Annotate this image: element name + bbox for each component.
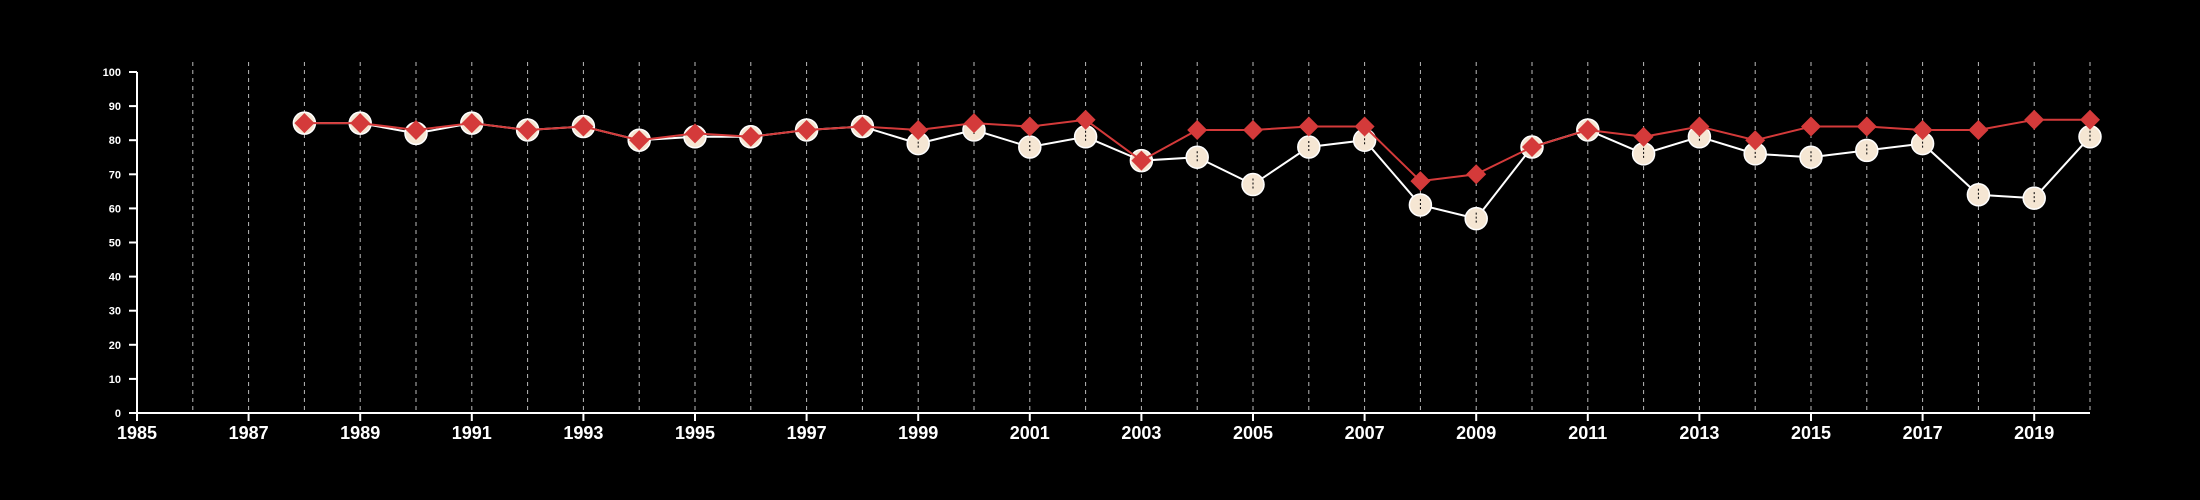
- data-point-diamond: [517, 119, 538, 140]
- data-point-diamond: [1019, 116, 1040, 137]
- x-tick-label: 2011: [1568, 423, 1607, 443]
- data-point-diamond: [1187, 119, 1208, 140]
- x-tick-label: 1991: [452, 423, 492, 443]
- data-point-diamond: [685, 123, 705, 144]
- y-tick-label: 0: [115, 408, 121, 420]
- x-tick-label: 1995: [675, 423, 715, 443]
- x-tick-label: 1999: [898, 423, 938, 443]
- data-point-diamond: [1410, 171, 1431, 192]
- data-point-diamond: [852, 116, 873, 137]
- data-point-diamond: [1801, 116, 1821, 137]
- x-tick-label: 2003: [1121, 423, 1161, 443]
- y-tick-label: 80: [109, 135, 121, 147]
- y-tick-label: 20: [109, 340, 121, 352]
- data-point-diamond: [2080, 109, 2100, 130]
- x-tick-label: 1997: [787, 423, 827, 443]
- axes: 0 10 20 30 40 50 60 70 80 90 100 1985 1987 1989 1991 19…: [103, 67, 2090, 443]
- data-point-diamond: [461, 113, 482, 134]
- data-point-diamond: [1577, 119, 1598, 140]
- data-point-diamond: [1131, 150, 1152, 171]
- data-point-diamond: [2024, 109, 2045, 130]
- data-point-diamond: [796, 119, 817, 140]
- data-point-diamond: [1522, 137, 1542, 158]
- y-tick-label: 50: [109, 238, 121, 250]
- y-tick-label: 70: [109, 169, 121, 181]
- data-point-diamond: [908, 119, 929, 140]
- data-point-diamond: [1633, 126, 1654, 147]
- x-tick-label: 2017: [1903, 423, 1943, 443]
- x-tick-label: 2019: [2014, 423, 2054, 443]
- data-point-diamond: [350, 113, 371, 134]
- x-tick-label: 2013: [1679, 423, 1719, 443]
- series-2: [294, 109, 2100, 192]
- data-point-diamond: [1689, 116, 1710, 137]
- data-point-diamond: [573, 116, 594, 137]
- data-point-diamond: [629, 130, 650, 151]
- y-tick-label: 10: [109, 374, 121, 386]
- data-point-diamond: [1968, 119, 1989, 140]
- y-tick-label: 90: [109, 101, 121, 113]
- x-tick-label: 2001: [1010, 423, 1050, 443]
- y-tick-label: 30: [109, 306, 121, 318]
- data-point-diamond: [1298, 116, 1319, 137]
- y-tick-label: 40: [109, 272, 121, 284]
- x-tick-label: 2015: [1791, 423, 1831, 443]
- y-tick-label: 60: [109, 203, 121, 215]
- x-tick-label: 2007: [1345, 423, 1385, 443]
- data-point-diamond: [1354, 116, 1375, 137]
- x-tick-label: 2005: [1233, 423, 1273, 443]
- series-group: [292, 109, 2102, 231]
- data-point-diamond: [294, 113, 315, 134]
- data-point-diamond: [1745, 130, 1766, 151]
- x-tick-label: 1985: [117, 423, 157, 443]
- data-point-diamond: [1912, 119, 1933, 140]
- x-tick-label: 2009: [1456, 423, 1496, 443]
- data-point-diamond: [1856, 116, 1877, 137]
- data-point-diamond: [740, 126, 761, 147]
- x-tick-label: 1989: [340, 423, 380, 443]
- data-point-diamond: [1466, 164, 1487, 185]
- x-tick-label: 1993: [563, 423, 603, 443]
- data-point-diamond: [964, 113, 984, 134]
- data-point-diamond: [1075, 109, 1096, 130]
- x-tick-label: 1987: [229, 423, 269, 443]
- data-point-diamond: [1243, 119, 1263, 140]
- y-tick-label: 100: [103, 67, 121, 79]
- data-point-diamond: [406, 119, 426, 140]
